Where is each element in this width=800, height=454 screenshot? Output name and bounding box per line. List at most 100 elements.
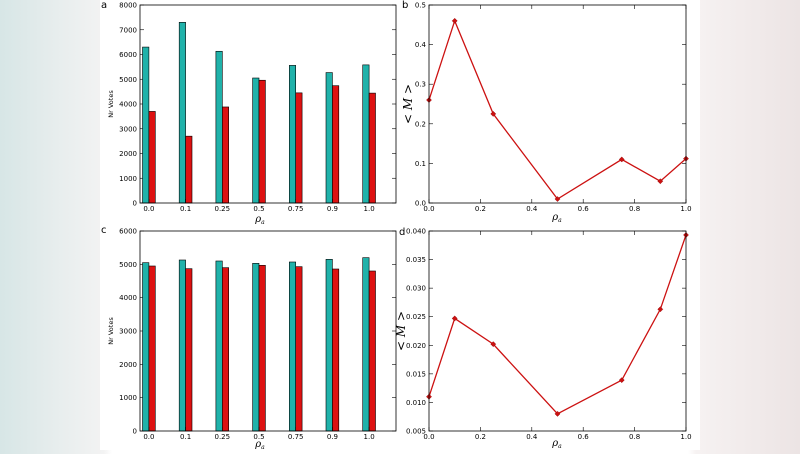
y-tick-label: 0.005: [406, 428, 426, 436]
data-point-marker: [657, 178, 664, 185]
x-tick-label: 0.25: [215, 205, 231, 213]
y-tick-label: 6000: [119, 228, 137, 236]
bar-red: [258, 265, 266, 432]
bar-teal: [142, 46, 150, 204]
y-tick-label: 0.0: [415, 200, 426, 208]
panel-b-frame: [428, 4, 687, 204]
y-tick-label: 0.2: [415, 120, 426, 128]
x-tick-label: 0.6: [578, 433, 590, 441]
x-tick-label: 0.8: [629, 205, 640, 213]
x-tick-label: 0.1: [180, 205, 191, 213]
y-tick-label: 4000: [119, 294, 137, 302]
bar-teal: [325, 72, 333, 204]
y-tick-label: 0: [133, 200, 137, 208]
y-tick-label: 0.015: [406, 370, 426, 378]
x-tick-label: 0.1: [180, 433, 191, 441]
y-tick-label: 3000: [119, 125, 137, 133]
data-point-marker: [554, 410, 561, 417]
y-tick-label: 0.035: [406, 256, 426, 264]
y-tick-label: 1000: [119, 175, 137, 183]
bar-red: [332, 85, 340, 204]
panel-c-x-label: ρa: [254, 439, 265, 450]
x-tick-label: 0.8: [629, 433, 640, 441]
data-point-marker: [618, 377, 625, 384]
y-tick-label: 3000: [119, 328, 137, 336]
data-point-marker: [554, 196, 561, 202]
x-tick-label: 0.9: [327, 433, 338, 441]
data-point-marker: [451, 17, 458, 24]
x-tick-label: 1.0: [364, 433, 375, 441]
panel-a-x-label: ρa: [254, 214, 265, 226]
x-tick-label: 0.9: [327, 205, 338, 213]
panel-d-frame: [428, 230, 687, 432]
panel-b-y-label: < M >: [401, 84, 415, 124]
data-point-marker: [490, 111, 497, 117]
y-tick-label: 6000: [119, 51, 137, 59]
y-tick-label: 0.5: [415, 2, 426, 10]
y-tick-label: 7000: [119, 26, 137, 34]
y-tick-label: 5000: [119, 261, 137, 269]
bar-red: [222, 267, 230, 432]
data-point-marker: [618, 156, 625, 163]
x-tick-label: 0.6: [578, 205, 590, 213]
x-tick-label: 0.5: [253, 205, 264, 213]
bar-teal: [252, 263, 260, 432]
y-tick-label: 4000: [119, 101, 137, 109]
bar-teal: [178, 22, 186, 204]
bar-teal: [215, 50, 223, 204]
y-tick-label: 0.020: [406, 342, 426, 350]
x-tick-label: 0.2: [475, 433, 486, 441]
bar-red: [368, 92, 376, 204]
y-tick-label: 0.025: [406, 313, 426, 321]
bar-red: [368, 270, 376, 432]
panel-b-line: [426, 17, 689, 202]
x-tick-label: 1.0: [680, 205, 691, 213]
panel-b-label: b: [402, 0, 408, 11]
panel-a-bars: [142, 22, 376, 204]
y-tick-label: 8000: [119, 2, 137, 10]
bar-red: [295, 92, 303, 204]
bar-teal: [289, 65, 297, 204]
bar-red: [185, 135, 193, 204]
y-tick-label: 5000: [119, 76, 137, 84]
bar-teal: [325, 259, 333, 432]
bar-red: [148, 265, 156, 432]
bar-teal: [252, 77, 260, 204]
panel-c-x-ticks: 0.0 0.1 0.25 0.5 0.75 0.9 1.0: [143, 427, 375, 441]
panel-d: d 0.0050.0100.0150.0200.0250.0300.0350.0…: [394, 227, 692, 450]
panel-d-y-label: < M >: [394, 311, 408, 351]
y-tick-label: 0: [133, 428, 137, 436]
x-tick-label: 0.75: [288, 205, 304, 213]
x-tick-label: 0.0: [423, 205, 434, 213]
y-tick-label: 0.010: [406, 399, 426, 407]
x-tick-label: 1.0: [680, 433, 691, 441]
data-point-marker: [657, 306, 664, 313]
data-point-marker: [451, 315, 458, 322]
bar-teal: [178, 259, 186, 432]
y-tick-label: 2000: [119, 150, 137, 158]
bar-red: [222, 106, 230, 204]
x-tick-label: 0.2: [475, 205, 486, 213]
x-tick-label: 0.0: [143, 433, 154, 441]
x-tick-label: 1.0: [364, 205, 375, 213]
x-tick-label: 0.75: [288, 433, 304, 441]
y-tick-label: 0.030: [406, 285, 426, 293]
figure-stage: a 0 1000 2000 3000 4000 5000 6000 7000 8000 0.0 0…: [100, 0, 700, 451]
x-tick-label: 0.0: [423, 433, 434, 441]
panel-a-x-ticks: 0.0 0.1 0.25 0.5 0.75 0.9 1.0: [143, 199, 375, 213]
panel-b-x-ticks: 0.0 0.2 0.4 0.6 0.8 1.0: [423, 5, 692, 213]
data-point-marker: [490, 341, 497, 348]
series-line: [428, 234, 687, 415]
panel-b-x-label: ρa: [551, 212, 562, 224]
panel-b-y-ticks: 0.0 0.1 0.2 0.3 0.4 0.5: [415, 2, 686, 208]
panel-c-frame: [139, 230, 397, 432]
y-tick-label: 1000: [119, 394, 137, 402]
bar-teal: [289, 261, 297, 432]
bar-teal: [142, 262, 150, 432]
panel-d-x-ticks: 0.0 0.2 0.4 0.6 0.8 1.0: [423, 231, 692, 441]
bar-red: [332, 268, 340, 432]
panel-d-y-ticks: 0.005 0.010 0.015 0.020 0.025 0.030 0.035 0.040: [406, 228, 686, 436]
panel-a-label: a: [101, 0, 107, 11]
x-tick-label: 0.5: [253, 433, 264, 441]
